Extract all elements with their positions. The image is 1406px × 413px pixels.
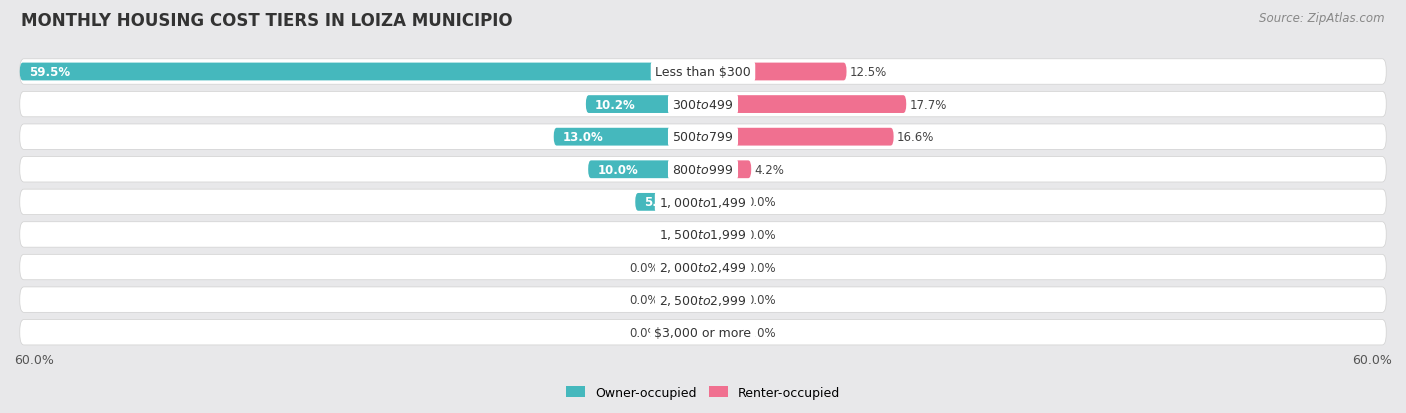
Text: 4.2%: 4.2% <box>755 164 785 176</box>
Text: Source: ZipAtlas.com: Source: ZipAtlas.com <box>1260 12 1385 25</box>
FancyBboxPatch shape <box>20 320 1386 345</box>
Text: 10.0%: 10.0% <box>598 164 638 176</box>
FancyBboxPatch shape <box>703 64 846 81</box>
Text: 12.5%: 12.5% <box>851 66 887 79</box>
FancyBboxPatch shape <box>703 128 894 146</box>
FancyBboxPatch shape <box>20 157 1386 183</box>
Text: 0.0%: 0.0% <box>747 326 776 339</box>
Text: Less than $300: Less than $300 <box>655 66 751 79</box>
Text: $1,000 to $1,499: $1,000 to $1,499 <box>659 195 747 209</box>
Text: 5.9%: 5.9% <box>644 196 678 209</box>
Text: 0.0%: 0.0% <box>747 293 776 306</box>
FancyBboxPatch shape <box>20 64 703 81</box>
Text: 13.0%: 13.0% <box>562 131 603 144</box>
Text: 0.0%: 0.0% <box>747 228 776 241</box>
Text: 0.0%: 0.0% <box>747 261 776 274</box>
FancyBboxPatch shape <box>703 194 744 211</box>
Text: 0.0%: 0.0% <box>630 293 659 306</box>
FancyBboxPatch shape <box>20 92 1386 118</box>
FancyBboxPatch shape <box>20 125 1386 150</box>
FancyBboxPatch shape <box>586 96 703 114</box>
Text: 60.0%: 60.0% <box>1353 354 1392 366</box>
Text: $3,000 or more: $3,000 or more <box>655 326 751 339</box>
FancyBboxPatch shape <box>20 59 1386 85</box>
Text: $300 to $499: $300 to $499 <box>672 98 734 112</box>
FancyBboxPatch shape <box>662 291 703 309</box>
Text: 10.2%: 10.2% <box>595 98 636 112</box>
Text: MONTHLY HOUSING COST TIERS IN LOIZA MUNICIPIO: MONTHLY HOUSING COST TIERS IN LOIZA MUNI… <box>21 12 513 30</box>
FancyBboxPatch shape <box>20 190 1386 215</box>
FancyBboxPatch shape <box>588 161 703 179</box>
Text: 16.6%: 16.6% <box>897 131 935 144</box>
Text: 0.0%: 0.0% <box>747 196 776 209</box>
FancyBboxPatch shape <box>703 161 751 179</box>
Text: $1,500 to $1,999: $1,500 to $1,999 <box>659 228 747 242</box>
Legend: Owner-occupied, Renter-occupied: Owner-occupied, Renter-occupied <box>561 381 845 404</box>
Text: 60.0%: 60.0% <box>14 354 53 366</box>
Text: $500 to $799: $500 to $799 <box>672 131 734 144</box>
FancyBboxPatch shape <box>20 222 1386 247</box>
FancyBboxPatch shape <box>703 96 907 114</box>
FancyBboxPatch shape <box>662 323 703 341</box>
FancyBboxPatch shape <box>554 128 703 146</box>
Text: 59.5%: 59.5% <box>30 66 70 79</box>
Text: $2,500 to $2,999: $2,500 to $2,999 <box>659 293 747 307</box>
FancyBboxPatch shape <box>20 255 1386 280</box>
FancyBboxPatch shape <box>703 323 744 341</box>
FancyBboxPatch shape <box>20 287 1386 313</box>
Text: 0.0%: 0.0% <box>630 326 659 339</box>
FancyBboxPatch shape <box>688 226 703 244</box>
FancyBboxPatch shape <box>703 226 744 244</box>
FancyBboxPatch shape <box>662 259 703 276</box>
Text: $2,000 to $2,499: $2,000 to $2,499 <box>659 261 747 274</box>
Text: 0.0%: 0.0% <box>630 261 659 274</box>
FancyBboxPatch shape <box>636 194 703 211</box>
Text: $800 to $999: $800 to $999 <box>672 164 734 176</box>
Text: 17.7%: 17.7% <box>910 98 948 112</box>
FancyBboxPatch shape <box>703 291 744 309</box>
FancyBboxPatch shape <box>703 259 744 276</box>
Text: 1.4%: 1.4% <box>696 228 728 241</box>
